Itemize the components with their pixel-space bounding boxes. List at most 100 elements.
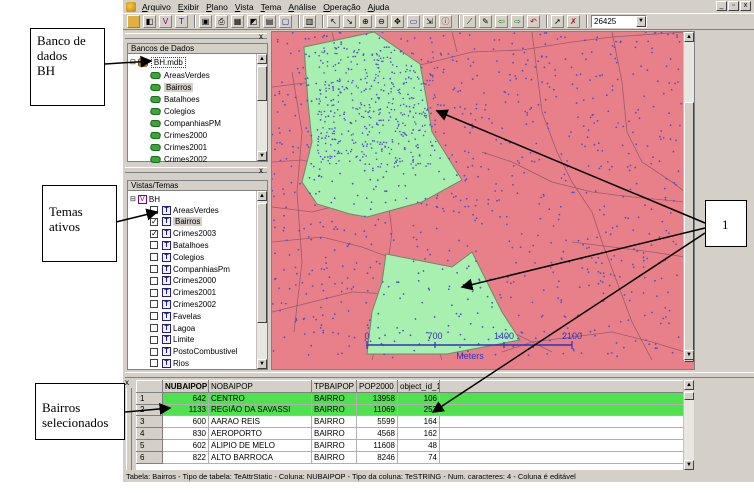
scroll-thumb[interactable] bbox=[257, 203, 267, 323]
column-header[interactable]: NUBAIPOP bbox=[162, 380, 209, 393]
selected-district-centro[interactable] bbox=[301, 32, 463, 218]
theme-checkbox[interactable] bbox=[150, 324, 158, 332]
scroll-down-icon[interactable]: ▼ bbox=[257, 359, 267, 369]
menu-operacao[interactable]: Operação bbox=[323, 1, 361, 12]
close-panel-icon[interactable]: x bbox=[259, 32, 263, 41]
frame-icon[interactable]: ▢ bbox=[279, 15, 292, 28]
menu-arquivo[interactable]: Arquivo bbox=[142, 1, 171, 12]
minimize-button[interactable]: _ bbox=[716, 1, 727, 11]
panel-icon[interactable]: ▥ bbox=[303, 15, 316, 28]
tree-item-theme[interactable]: T Rios bbox=[150, 357, 189, 369]
tree-item-table[interactable]: CompanhiasPM bbox=[148, 117, 221, 129]
tree-item-theme[interactable]: T Crimes2001 bbox=[150, 287, 216, 299]
pan-icon[interactable]: ✥ bbox=[391, 15, 404, 28]
theme-checkbox[interactable] bbox=[150, 253, 158, 262]
table-row[interactable]: 2 1133 REGIÃO DA SAVASSI BAIRRO 11069 252 bbox=[136, 403, 693, 417]
pointer-icon[interactable]: ↖ bbox=[327, 15, 340, 28]
tree-item-theme[interactable]: ✓ T Crimes2003 bbox=[150, 228, 216, 240]
table-row[interactable]: 5 602 ALIPIO DE MELO BAIRRO 11608 48 bbox=[136, 438, 693, 452]
menu-exibir[interactable]: Exibir bbox=[177, 1, 200, 12]
edit-icon[interactable]: ✎ bbox=[479, 15, 492, 28]
tree-item-theme[interactable]: T Limite bbox=[150, 334, 194, 346]
column-header[interactable]: NOBAIPOP bbox=[208, 380, 312, 393]
view-icon[interactable]: V bbox=[159, 15, 172, 28]
tree-item-theme[interactable]: T Colegios bbox=[150, 251, 204, 263]
menu-plano[interactable]: Plano bbox=[206, 1, 228, 12]
collapse-icon[interactable]: ⊟ bbox=[130, 196, 136, 203]
menu-vista[interactable]: Vista bbox=[234, 1, 254, 12]
theme-checkbox[interactable] bbox=[150, 335, 158, 344]
layout-icon[interactable]: ▤ bbox=[263, 15, 276, 28]
scroll-thumb[interactable] bbox=[684, 392, 694, 400]
tree-item-table[interactable]: AreasVerdes bbox=[148, 69, 210, 81]
menu-analise[interactable]: Análise bbox=[288, 1, 317, 12]
theme-checkbox[interactable] bbox=[150, 206, 158, 214]
tree-item-theme[interactable]: T CompanhiasPm bbox=[150, 263, 230, 275]
select-icon[interactable]: ↘ bbox=[343, 15, 356, 28]
cursor-icon[interactable]: ➚ bbox=[551, 15, 564, 28]
zoom-area-icon[interactable]: ▭ bbox=[407, 15, 420, 28]
tree-item-theme[interactable]: T Crimes2000 bbox=[150, 275, 216, 287]
save-icon[interactable]: ▣ bbox=[199, 15, 212, 28]
collapse-icon[interactable]: ⊟ bbox=[130, 59, 136, 66]
map-canvas[interactable]: 0 700 1400 2100 Meters ▲ ▼ bbox=[271, 31, 695, 370]
row-header[interactable]: 6 bbox=[136, 450, 163, 464]
tree-item-theme[interactable]: T Lagoa bbox=[150, 322, 195, 334]
tree-item-table[interactable]: Crimes2002 bbox=[148, 153, 207, 165]
draw-icon[interactable]: ⟋ bbox=[463, 15, 476, 28]
tree-item-theme[interactable]: T Favelas bbox=[150, 310, 201, 322]
tree-item-theme[interactable]: T AreasVerdes bbox=[150, 204, 219, 216]
themes-scrollbar[interactable]: ▲ ▼ bbox=[256, 191, 267, 369]
menu-ajuda[interactable]: Ajuda bbox=[367, 1, 390, 12]
tree-item-theme[interactable]: T PostoCombustivel bbox=[150, 346, 237, 358]
import-icon[interactable]: ◧ bbox=[143, 15, 156, 28]
scroll-up-icon[interactable]: ▲ bbox=[257, 191, 267, 201]
measure-icon[interactable]: ⇲ bbox=[423, 15, 436, 28]
grid-icon[interactable]: ▦ bbox=[231, 15, 244, 28]
theme-checkbox[interactable] bbox=[150, 300, 158, 309]
table-row[interactable]: 4 830 AEROPORTO BAIRRO 4568 162 bbox=[136, 427, 693, 440]
theme-checkbox[interactable] bbox=[150, 241, 158, 250]
database-scrollbar[interactable]: ▲ ▼ bbox=[256, 54, 267, 161]
table-scrollbar[interactable]: ▲ ▼ bbox=[683, 380, 694, 470]
table-row[interactable]: 3 600 AARAO REIS BAIRRO 5599 164 bbox=[136, 415, 693, 429]
print-icon[interactable]: ⎙ bbox=[215, 15, 228, 28]
theme-checkbox[interactable]: ✓ bbox=[150, 228, 158, 238]
close-panel-icon[interactable]: x bbox=[125, 378, 129, 387]
database-icon[interactable] bbox=[127, 15, 140, 28]
column-header[interactable]: object_id_1 bbox=[397, 380, 440, 393]
table-row[interactable]: 1 642 CENTRO BAIRRO 13958 106 bbox=[136, 391, 693, 405]
forward-icon[interactable]: ⇨ bbox=[511, 15, 524, 28]
column-header[interactable]: POP2000 bbox=[356, 380, 398, 393]
back-icon[interactable]: ⇦ bbox=[495, 15, 508, 28]
scroll-up-icon[interactable]: ▲ bbox=[684, 380, 694, 390]
scale-combobox[interactable]: 26425 ▼ bbox=[591, 15, 647, 28]
scroll-down-icon[interactable]: ▼ bbox=[684, 460, 694, 470]
scroll-thumb[interactable] bbox=[257, 66, 267, 101]
info-icon[interactable]: ⓘ bbox=[439, 15, 452, 28]
scroll-up-icon[interactable]: ▲ bbox=[684, 32, 694, 42]
delete-icon[interactable]: ✗ bbox=[567, 15, 580, 28]
row-header[interactable]: 2 bbox=[136, 403, 163, 417]
theme-checkbox[interactable] bbox=[150, 312, 158, 321]
table-row[interactable]: 6 822 ALTO BARROCA BAIRRO 8246 74 bbox=[136, 450, 693, 464]
menu-tema[interactable]: Tema bbox=[260, 1, 282, 12]
scroll-thumb[interactable] bbox=[684, 102, 694, 362]
chevron-down-icon[interactable]: ▼ bbox=[636, 16, 646, 27]
zoom-out-icon[interactable]: ⊖ bbox=[375, 15, 388, 28]
theme-checkbox[interactable] bbox=[150, 276, 158, 285]
row-header[interactable]: 1 bbox=[136, 391, 163, 405]
theme-checkbox[interactable] bbox=[150, 288, 158, 297]
close-panel-icon[interactable]: x bbox=[259, 166, 263, 175]
tree-item-database[interactable]: ⊟ BH.mdb bbox=[130, 56, 186, 68]
tree-item-theme[interactable]: T Batalhoes bbox=[150, 239, 209, 251]
map-vscrollbar[interactable]: ▲ ▼ bbox=[683, 32, 694, 362]
tree-item-table[interactable]: Batalhoes bbox=[148, 93, 200, 105]
tree-item-view[interactable]: ⊟ V BH bbox=[130, 193, 160, 205]
tree-item-theme[interactable]: ✓ T Bairros bbox=[150, 216, 203, 228]
row-header[interactable]: 4 bbox=[136, 427, 163, 440]
scroll-down-icon[interactable]: ▼ bbox=[257, 151, 267, 161]
theme-checkbox[interactable] bbox=[150, 265, 158, 273]
tree-item-table[interactable]: Crimes2000 bbox=[148, 129, 207, 141]
row-header[interactable]: 3 bbox=[136, 415, 163, 429]
